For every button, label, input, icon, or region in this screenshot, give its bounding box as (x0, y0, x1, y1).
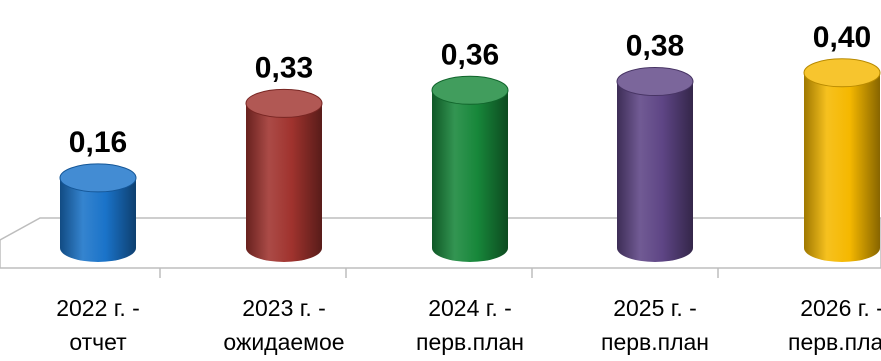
bar-2 (245, 88, 323, 262)
bar-top-cap (59, 163, 137, 193)
x-tick-label-1: 2022 г. -отчет (56, 295, 140, 355)
bar-top-cap (616, 67, 694, 97)
x-tick-label-2: 2023 г. -ожидаемое (223, 295, 344, 355)
bar-3 (431, 75, 509, 263)
bar-4 (616, 67, 694, 263)
data-label-1: 0,16 (69, 126, 127, 159)
bar-body (432, 90, 508, 263)
data-label-2: 0,33 (255, 51, 313, 84)
bar-top-cap (245, 88, 323, 118)
x-tick-label-5: 2026 г. -перв.план (788, 295, 881, 355)
bar-1 (59, 163, 137, 262)
bar-body (246, 103, 322, 262)
bar-top-cap (803, 58, 881, 88)
bar-body (804, 72, 880, 262)
data-label-4: 0,38 (626, 30, 684, 63)
x-tick-label-4: 2025 г. -перв.план (601, 295, 709, 355)
data-label-3: 0,36 (441, 38, 499, 71)
bar-5 (803, 58, 881, 262)
bar-top-cap (431, 75, 509, 105)
bar-body (60, 177, 136, 262)
x-tick-label-3: 2024 г. -перв.план (416, 295, 524, 355)
data-label-5: 0,40 (813, 21, 871, 54)
bar-body (617, 81, 693, 263)
